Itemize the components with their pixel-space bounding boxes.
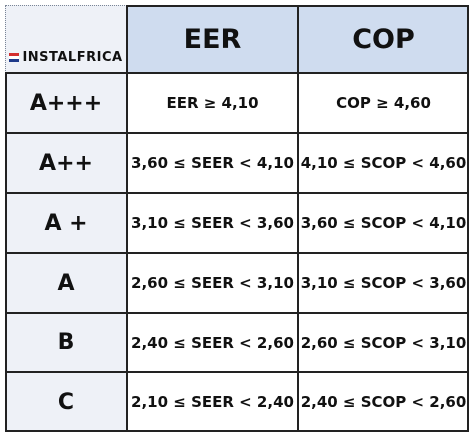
grid-line <box>5 252 469 254</box>
eer-value: 2,60 ≤ SEER < 3,10 <box>127 253 298 313</box>
row-label: C <box>5 372 127 432</box>
row-label: A + <box>5 193 127 253</box>
grid-line <box>5 132 469 134</box>
grid-line <box>5 312 469 314</box>
eer-value: EER ≥ 4,10 <box>127 73 298 133</box>
row-label: A <box>5 253 127 313</box>
flag-icon <box>9 52 20 63</box>
logo-cell: INSTALFRICA <box>5 5 127 73</box>
logo-text: INSTALFRICA <box>22 50 123 65</box>
cop-value: COP ≥ 4,60 <box>298 73 469 133</box>
cop-value: 2,60 ≤ SCOP < 3,10 <box>298 313 469 372</box>
grid-line <box>5 72 7 432</box>
eer-value: 3,60 ≤ SEER < 4,10 <box>127 133 298 193</box>
eer-value: 2,40 ≤ SEER < 2,60 <box>127 313 298 372</box>
cop-value: 2,40 ≤ SCOP < 2,60 <box>298 372 469 432</box>
cop-value: 4,10 ≤ SCOP < 4,60 <box>298 133 469 193</box>
grid-line <box>5 371 469 373</box>
header-eer: EER <box>127 5 298 73</box>
cop-value: 3,10 ≤ SCOP < 3,60 <box>298 253 469 313</box>
top-left-border <box>5 5 127 6</box>
grid-line <box>297 5 299 432</box>
grid-line <box>5 192 469 194</box>
left-top-border <box>5 5 6 73</box>
instalfrica-logo: INSTALFRICA <box>9 50 122 65</box>
grid-line <box>5 72 469 74</box>
cop-value: 3,60 ≤ SCOP < 4,10 <box>298 193 469 253</box>
header-cop: COP <box>298 5 469 73</box>
grid-line <box>467 5 469 432</box>
eer-value: 3,10 ≤ SEER < 3,60 <box>127 193 298 253</box>
eer-value: 2,10 ≤ SEER < 2,40 <box>127 372 298 432</box>
grid-line <box>126 5 128 432</box>
grid-line <box>5 430 469 432</box>
row-label: A++ <box>5 133 127 193</box>
energy-class-table: INSTALFRICA EER COP A+++ EER ≥ 4,10 COP … <box>5 5 469 432</box>
row-label: A+++ <box>5 73 127 133</box>
row-label: B <box>5 313 127 372</box>
